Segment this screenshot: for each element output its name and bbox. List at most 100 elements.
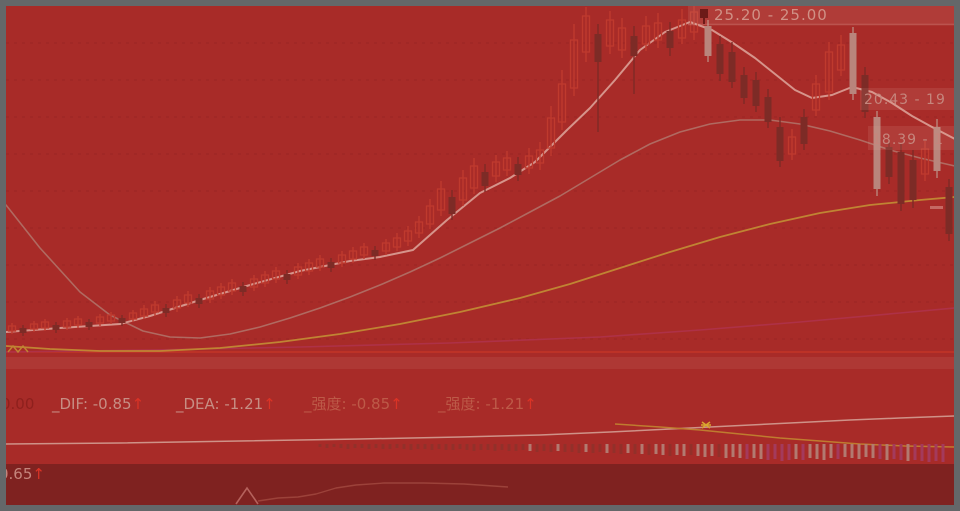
candle-body [327, 262, 335, 268]
indicator-bar [479, 444, 483, 450]
indicator-bar [437, 444, 441, 449]
candle [315, 255, 325, 271]
candle [524, 148, 534, 174]
candle [19, 325, 27, 336]
candle [653, 13, 663, 48]
dif-text: _DIF: -0.85 [51, 395, 132, 414]
candle [304, 259, 314, 275]
candle-body [62, 320, 72, 328]
candle [861, 67, 869, 118]
candle [414, 216, 424, 238]
indicator-bar [920, 444, 924, 461]
candle [216, 283, 226, 299]
candle-body [348, 250, 358, 260]
indicator-bar [549, 444, 553, 452]
candle [183, 291, 193, 307]
indicator-bar [591, 444, 595, 453]
candle [945, 179, 953, 241]
indicator-bar [640, 444, 644, 454]
strength1-text: _强度: -0.85 [303, 395, 390, 414]
candle-body [920, 148, 930, 175]
candle [630, 26, 638, 94]
indicator-bar [878, 444, 882, 459]
candle [128, 310, 138, 322]
strength1-up-arrow-icon: ↑ [390, 395, 403, 413]
chart-canvas[interactable]: 25.20 - 25.00 20.43 - 19 18.39 - 1 0.00 … [6, 6, 954, 505]
candle [205, 287, 215, 303]
candle-body [502, 157, 512, 171]
bottom-panel-graphics [235, 482, 509, 505]
candle [666, 22, 674, 56]
indicator-bar [458, 444, 462, 449]
candle-body [909, 160, 917, 200]
dif-up-arrow-icon: ↑ [132, 395, 145, 413]
indicator-bar [388, 444, 392, 449]
candle-body [162, 308, 170, 313]
candle-body [448, 197, 456, 214]
candle [95, 314, 105, 326]
candle-body [293, 266, 303, 276]
indicator-bar [570, 444, 574, 452]
indicator-bar [423, 444, 427, 449]
candle-body [557, 83, 567, 123]
candle-body [315, 258, 325, 268]
candle-body [885, 147, 893, 177]
indicator-bar [605, 444, 609, 453]
candle-body [481, 172, 489, 186]
indicator-bar [885, 444, 889, 460]
candle-body [836, 44, 846, 71]
candle [569, 24, 579, 96]
candle-body [800, 117, 808, 144]
candle [752, 72, 760, 112]
candle [469, 158, 479, 194]
price-label-top: 25.20 - 25.00 [714, 6, 828, 24]
indicator-bar [451, 444, 455, 450]
candle-body [605, 19, 615, 47]
indicator-bar [766, 444, 770, 460]
candle-body [216, 286, 226, 296]
price-label-band [868, 126, 954, 150]
candle [535, 142, 545, 170]
candle [740, 67, 748, 104]
candle-body [873, 117, 881, 189]
indicator-bar [500, 444, 504, 450]
bottom-wave-line [257, 482, 509, 502]
candle [293, 263, 303, 279]
indicator-bar [717, 444, 721, 457]
candle-body [653, 22, 663, 41]
candle [239, 282, 247, 296]
candle [689, 6, 699, 40]
candle [436, 181, 446, 216]
candle [425, 199, 435, 229]
candle [716, 36, 724, 81]
candle [359, 243, 369, 259]
candle-body [824, 51, 834, 93]
candle-body [73, 318, 83, 326]
candle-body [172, 299, 182, 309]
candle [73, 316, 83, 328]
candle [29, 321, 39, 332]
candle-body [514, 164, 522, 175]
indicator-bar [927, 444, 931, 462]
candle [728, 42, 736, 88]
candle-body [716, 44, 724, 74]
indicator-bar [675, 444, 679, 455]
candle-body [85, 322, 93, 327]
candle-body [535, 149, 545, 164]
indicator-bar [801, 444, 805, 460]
candle-body [728, 52, 736, 82]
indicator-bar [626, 444, 630, 453]
candle [62, 318, 72, 330]
price-label-bands [688, 6, 954, 150]
candle-body [414, 221, 424, 234]
indicator-bar [367, 444, 371, 449]
candle-body [359, 246, 369, 256]
clipped-label-fragment [930, 206, 943, 209]
gridlines [6, 42, 954, 340]
indicator-bar [906, 444, 910, 461]
candle-body [7, 325, 17, 332]
indicator-bar [654, 444, 658, 454]
indicator-bar [941, 444, 945, 462]
bottom-value-text: 0.65 [6, 465, 32, 483]
